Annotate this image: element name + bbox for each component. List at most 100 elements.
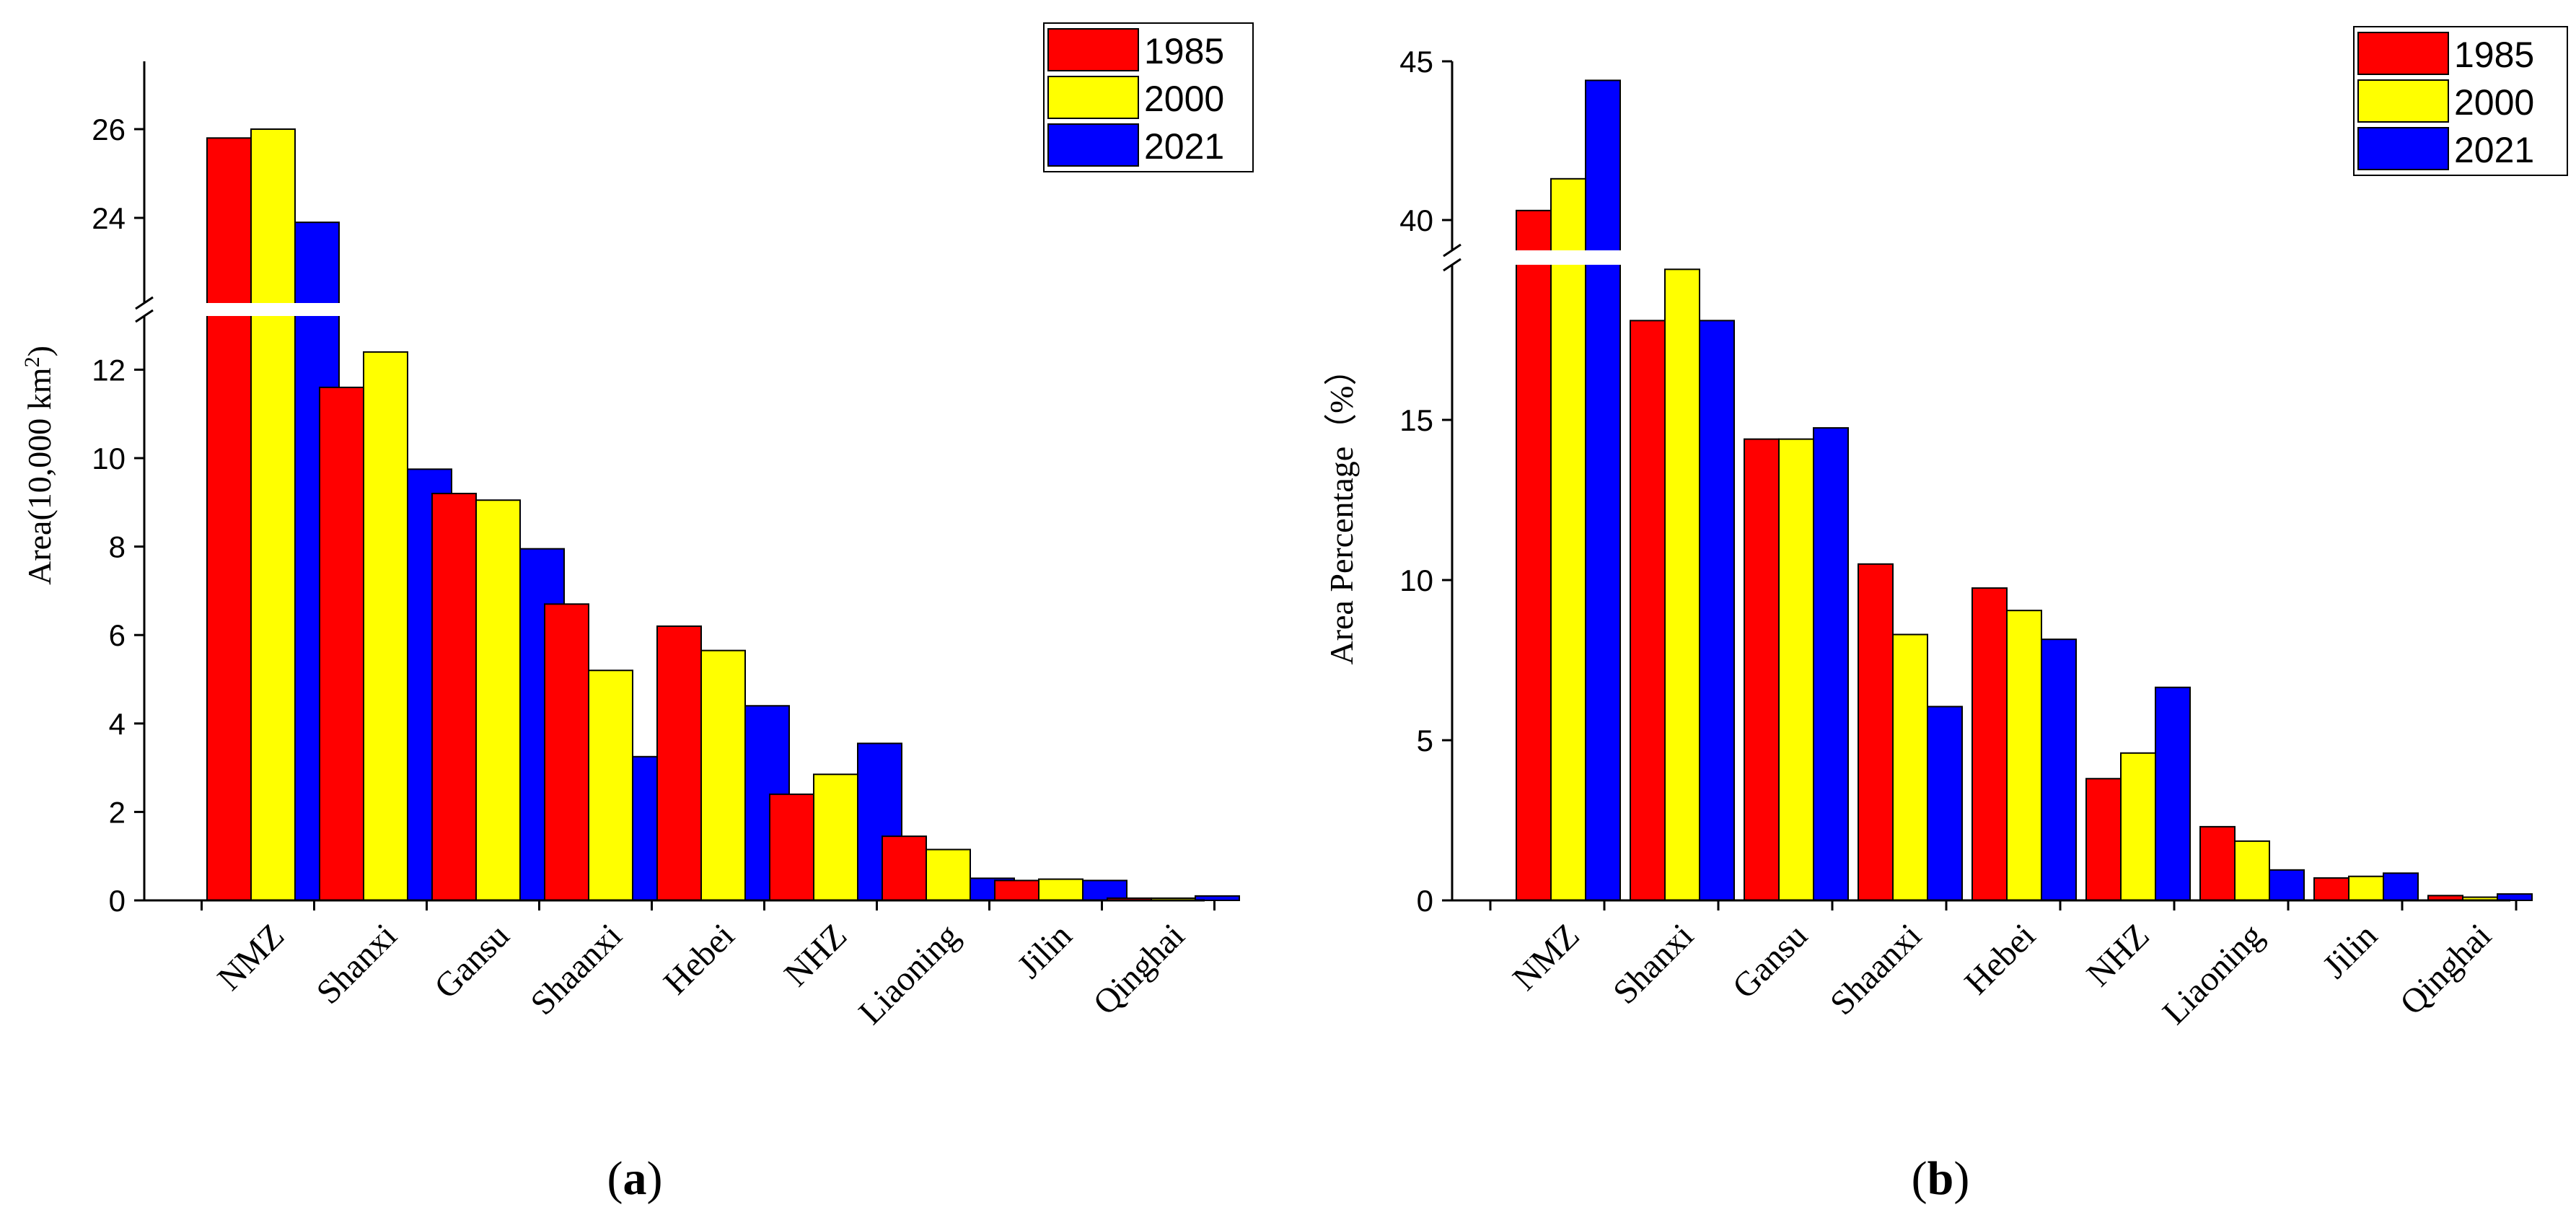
a-bar-liaoning-1985: [882, 835, 927, 901]
panel-a-y-axis-title: Area(10,000 km2): [20, 346, 58, 585]
a-bar-shaanxi-1985: [544, 603, 589, 901]
a-xtick-label-shanxi: Shanxi: [309, 916, 405, 1011]
a-bar-nmz-1985: [206, 137, 252, 901]
a-ytick-label-26: 26: [92, 113, 126, 146]
a-bar-jilin-2021: [1082, 879, 1127, 902]
b-bar-shanxi-1985: [1630, 320, 1666, 901]
a-ytick-label-6: 6: [109, 618, 126, 652]
b-xtick-label-nhz: NHZ: [2080, 916, 2157, 993]
a-bar-jilin-1985: [994, 879, 1039, 902]
panel-a-bars: [206, 128, 1240, 902]
b-bar-shanxi-2000: [1664, 268, 1700, 901]
b-xtick-label-jilin: Jilin: [2316, 916, 2385, 986]
b-ytick-label-5: 5: [1417, 724, 1433, 758]
b-bar-gansu-2021: [1813, 427, 1849, 901]
b-ytick-label-0: 0: [1417, 884, 1433, 918]
panel-b-caption: (b): [1912, 1152, 1970, 1205]
b-bar-gansu-1985: [1744, 438, 1780, 901]
b-legend-label-2021: 2021: [2454, 130, 2534, 170]
b-bar-nhz-2000: [2120, 752, 2156, 902]
b-break-mark-upper: [1443, 243, 1461, 258]
panel-a-caption-letter: a: [623, 1152, 647, 1205]
b-bar-qinghai-2021: [2497, 893, 2533, 901]
a-bar-hebei-1985: [656, 625, 702, 901]
a-xtick-label-qinghai: Qinghai: [1086, 916, 1192, 1022]
b-bar-shaanxi-2021: [1927, 706, 1963, 901]
panel-b-legend: 1985 2000 2021: [2353, 26, 2568, 176]
b-xtick-label-hebei: Hebei: [1957, 916, 2043, 1002]
a-xtick-label-nhz: NHZ: [777, 916, 854, 993]
b-bar-shaanxi-2000: [1892, 633, 1928, 901]
a-legend-label-2021: 2021: [1144, 126, 1224, 167]
a-bar-gansu-1985: [431, 493, 477, 901]
panel-b-chart: 0 5 10 15 40 45 NMZ Shanxi Gansu Shaanxi Hebei NHZ…: [1323, 26, 2568, 1205]
a-bar-qinghai-2021: [1195, 895, 1240, 901]
b-bar-gansu-2000: [1778, 438, 1814, 901]
b-legend-swatch-2021: [2357, 127, 2449, 170]
b-bar-liaoning-1985: [2199, 825, 2236, 902]
panel-a-caption: (a): [607, 1152, 663, 1205]
a-bar-shanxi-1985: [319, 386, 364, 901]
a-bar-shanxi-2000: [363, 351, 408, 901]
b-ytick-label-15: 15: [1399, 403, 1433, 437]
a-ytick-label-24: 24: [92, 201, 126, 235]
b-bar-nmz-2000: [1550, 177, 1586, 902]
b-bar-liaoning-2000: [2234, 840, 2270, 901]
a-legend-swatch-1985: [1047, 28, 1139, 71]
a-legend-swatch-2000: [1047, 76, 1139, 119]
a-ytick-label-8: 8: [109, 530, 126, 564]
b-bar-nmz-2021: [1585, 79, 1621, 901]
b-xtick-label-shanxi: Shanxi: [1606, 916, 1701, 1011]
a-xtick-label-hebei: Hebei: [656, 916, 742, 1002]
b-xtick-label-shaanxi: Shaanxi: [1823, 916, 1929, 1022]
b-legend-swatch-2000: [2357, 79, 2449, 123]
a-xtick-label-nmz: NMZ: [210, 916, 291, 998]
b-legend-swatch-1985: [2357, 32, 2449, 75]
panel-b-caption-letter: b: [1927, 1152, 1954, 1205]
b-legend-label-2000: 2000: [2454, 82, 2534, 123]
b-bar-hebei-1985: [1971, 587, 2008, 901]
a-bar-nmz-2000: [250, 128, 296, 901]
b-bar-shaanxi-1985: [1858, 563, 1894, 901]
b-xtick-label-nmz: NMZ: [1505, 916, 1587, 998]
a-bar-liaoning-2000: [926, 848, 971, 902]
b-bar-nhz-2021: [2155, 686, 2191, 901]
b-ytick-label-45: 45: [1399, 45, 1433, 79]
b-bar-nhz-1985: [2085, 778, 2122, 902]
b-xtick-label-qinghai: Qinghai: [2393, 916, 2499, 1022]
a-break-mark-upper: [135, 296, 154, 310]
a-xtick-label-shaanxi: Shaanxi: [523, 916, 629, 1022]
b-break-mark-lower: [1443, 258, 1461, 272]
panel-a-y-axis-title-main: Area(10,000 km: [21, 367, 58, 585]
b-xtick-label-gansu: Gansu: [1726, 916, 1815, 1006]
b-bar-jilin-2000: [2348, 875, 2384, 901]
a-bar-gansu-2000: [475, 499, 521, 901]
a-ytick-label-12: 12: [92, 353, 126, 387]
a-ytick-label-4: 4: [109, 707, 126, 741]
a-bar-nhz-2000: [813, 773, 858, 902]
a-legend-label-2000: 2000: [1144, 79, 1224, 119]
a-bar-jilin-2000: [1038, 878, 1083, 902]
a-bar-hebei-2000: [700, 649, 746, 902]
b-bar-jilin-1985: [2313, 877, 2349, 902]
panel-a-y-axis-title-close: ): [21, 346, 58, 356]
a-legend-swatch-2021: [1047, 123, 1139, 167]
a-xtick-label-jilin: Jilin: [1010, 916, 1079, 986]
b-ytick-label-10: 10: [1399, 563, 1433, 597]
a-ytick-label-2: 2: [109, 795, 126, 829]
b-ytick-label-40: 40: [1399, 203, 1433, 237]
panel-a-legend: 1985 2000 2021: [1043, 22, 1254, 172]
b-legend-label-1985: 1985: [2454, 35, 2534, 75]
panel-b-axis-break-gap: [1454, 250, 2513, 265]
a-xtick-label-gansu: Gansu: [427, 916, 516, 1006]
a-break-gap-band: [146, 303, 1207, 316]
b-xtick-label-liaoning: Liaoning: [2155, 916, 2271, 1032]
b-bar-nmz-1985: [1516, 209, 1552, 901]
a-xtick-label-liaoning: Liaoning: [851, 916, 967, 1032]
b-bar-liaoning-2021: [2269, 869, 2305, 901]
